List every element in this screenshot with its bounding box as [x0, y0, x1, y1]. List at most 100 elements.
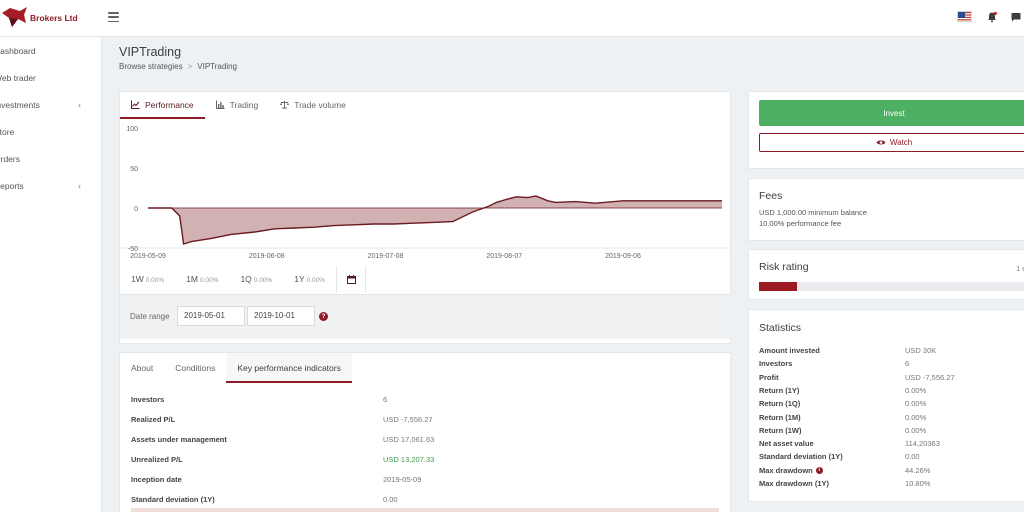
period-label: 1M	[186, 274, 198, 284]
stat-value: 0.00%	[905, 412, 927, 422]
period-pct: 0.00%	[253, 277, 273, 284]
x-tick-label: 2019-08-07	[486, 253, 522, 260]
kpi-row: Realized P/L USD -7,556.27	[131, 415, 731, 427]
sidebar-item-label: Reports	[0, 181, 24, 191]
sidebar: Dashboard Web trader Investments‹ Store …	[0, 37, 102, 512]
help-icon[interactable]: ?	[319, 312, 328, 321]
sidebar-item-store[interactable]: Store	[0, 124, 102, 140]
stat-value: 6	[905, 359, 910, 369]
stat-label: Return (1Q)	[759, 399, 800, 408]
tab-trade-volume[interactable]: Trade volume	[269, 92, 357, 119]
eye-icon	[876, 140, 886, 145]
stat-row: Net asset value 114,20363	[759, 439, 1024, 451]
y-tick-label: 0	[134, 206, 138, 213]
statistics-card: Statistics Amount invested USD 30K Investo…	[748, 309, 1024, 502]
stat-value: 44.26%	[905, 465, 931, 475]
kpi-row: Standard deviation (1Y) 0.00	[131, 495, 731, 507]
sidebar-item-orders[interactable]: Orders	[0, 151, 102, 167]
stat-label-text: Profit	[759, 372, 779, 382]
sidebar-item-dashboard[interactable]: Dashboard	[0, 43, 102, 59]
line-chart-icon	[131, 100, 140, 109]
us-flag-icon[interactable]	[957, 11, 972, 22]
x-tick-label: 2019-05-09	[130, 253, 166, 260]
stat-row: Return (1W) 0.00%	[759, 426, 1024, 438]
series-line	[148, 195, 722, 245]
period-selector: 1W 0.00% 1M 0.00% 1Q 0.00% 1Y 0.00%	[120, 266, 367, 293]
risk-bar	[759, 282, 1024, 291]
kpi-value: 2019-05-09	[383, 475, 422, 484]
date-range-row: Date range 2019-05-01 2019-10-01 ?	[120, 294, 732, 339]
stat-row: Standard deviation (1Y) 0.00	[759, 452, 1024, 464]
tab-key-performance-indicators[interactable]: Key performance indicators	[226, 353, 352, 383]
brand-logo[interactable]: Brokers Ltd	[0, 5, 78, 31]
stat-label: Max drawdown i	[759, 466, 823, 475]
period-1y[interactable]: 1Y 0.00%	[283, 266, 336, 293]
tab-performance[interactable]: Performance	[120, 92, 205, 119]
risk-card: Risk rating 1 o	[748, 249, 1024, 300]
stat-label-text: Net asset value	[759, 439, 814, 449]
chat-icon[interactable]	[1010, 11, 1022, 23]
period-pct: 0.00%	[145, 277, 165, 284]
brand-name: Brokers Ltd	[30, 13, 78, 23]
date-range-label: Date range	[130, 312, 170, 321]
risk-bar-fill	[759, 282, 797, 291]
stat-label-text: Max drawdown	[759, 465, 813, 475]
custom-range-button[interactable]	[336, 266, 367, 293]
stat-value: 0.00	[905, 452, 920, 462]
actions-card: Invest Watch	[748, 91, 1024, 169]
sidebar-item-web-trader[interactable]: Web trader	[0, 70, 102, 86]
kpi-row: Inception date 2019-05-09	[131, 475, 731, 487]
kpi-value: 0.00	[383, 495, 398, 504]
period-1w[interactable]: 1W 0.00%	[120, 266, 175, 293]
breadcrumb: Browse strategies > VIPTrading	[119, 62, 237, 71]
fees-performance-fee: 10.00% performance fee	[759, 219, 842, 228]
kpi-row: Assets under management USD 17,061.63	[131, 435, 731, 447]
tab-label: Trading	[229, 99, 259, 110]
breadcrumb-current: VIPTrading	[197, 62, 237, 71]
stat-row: Return (1Q) 0.00%	[759, 399, 1024, 411]
period-1q[interactable]: 1Q 0.00%	[229, 266, 283, 293]
date-from-input[interactable]: 2019-05-01	[177, 306, 245, 326]
kpi-row: Unrealized P/L USD 13,207.33	[131, 455, 731, 467]
period-label: 1Q	[240, 274, 252, 284]
invest-button[interactable]: Invest	[759, 100, 1024, 126]
details-tabs: About Conditions Key performance indicat…	[120, 353, 352, 383]
bar-chart-icon	[215, 100, 225, 109]
y-tick-label: -50	[128, 246, 138, 253]
stat-label: Return (1M)	[759, 413, 801, 422]
stat-label-text: Return (1M)	[759, 412, 801, 422]
date-to-input[interactable]: 2019-10-01	[247, 306, 315, 326]
tab-conditions[interactable]: Conditions	[175, 363, 216, 373]
sidebar-item-reports[interactable]: Reports ‹	[0, 178, 102, 194]
stat-row: Return (1Y) 0.00%	[759, 386, 1024, 398]
tab-about[interactable]: About	[131, 363, 154, 373]
x-tick-label: 2019-09-06	[605, 253, 641, 260]
stat-label: Amount invested	[759, 346, 820, 355]
chart-tabs: Performance Trading Trade volume	[120, 92, 357, 119]
y-tick-label: 50	[130, 166, 138, 173]
menu-toggle-icon[interactable]	[108, 12, 119, 22]
stat-row: Max drawdown i 44.26%	[759, 466, 1024, 478]
kpi-value: USD 13,207.33	[383, 455, 435, 464]
bell-icon[interactable]	[986, 11, 998, 23]
stat-row: Profit USD -7,556.27	[759, 373, 1024, 385]
stat-label: Return (1W)	[759, 426, 802, 435]
period-1m[interactable]: 1M 0.00%	[175, 266, 229, 293]
watch-button[interactable]: Watch	[759, 133, 1024, 152]
tab-trading[interactable]: Trading	[205, 92, 270, 119]
kpi-label: Standard deviation (1Y)	[131, 495, 215, 504]
breadcrumb-link[interactable]: Browse strategies	[119, 62, 183, 71]
sidebar-item-investments[interactable]: Investments ‹	[0, 97, 102, 113]
period-label: 1W	[131, 274, 144, 284]
calendar-icon	[346, 275, 356, 284]
stat-label: Net asset value	[759, 439, 814, 448]
fees-minimum-balance: USD 1,000.00 minimum balance	[759, 208, 867, 217]
stat-label-text: Return (1Q)	[759, 399, 801, 409]
breadcrumb-separator-icon: >	[187, 62, 193, 71]
kpi-label: Inception date	[131, 475, 182, 484]
stat-value: 114,20363	[905, 439, 940, 449]
stat-label: Investors	[759, 359, 792, 368]
kpi-value: 6	[383, 395, 388, 404]
info-icon[interactable]: i	[815, 466, 823, 474]
